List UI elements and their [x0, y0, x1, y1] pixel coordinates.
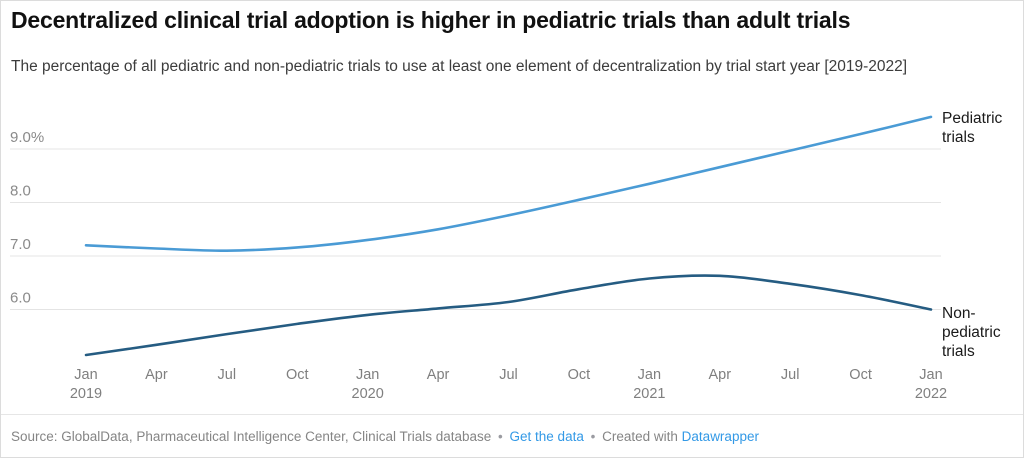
y-axis-tick-label: 6.0 — [10, 290, 31, 307]
chart-title: Decentralized clinical trial adoption is… — [11, 7, 851, 33]
x-axis-tick-label: Apr — [708, 367, 731, 383]
x-axis-year-label: 2019 — [70, 386, 102, 402]
x-axis-tick-label: Jan — [919, 367, 942, 383]
series-label-pediatric: Pediatric trials — [942, 110, 1003, 146]
chart-subtitle: The percentage of all pediatric and non-… — [11, 58, 908, 75]
x-axis-tick-label: Jul — [781, 367, 800, 383]
footer-separator: • — [590, 429, 596, 444]
footer-divider — [1, 414, 1023, 415]
x-axis-year-label: 2021 — [633, 386, 665, 402]
get-the-data-link[interactable]: Get the data — [509, 429, 584, 444]
series-line-non-pediatric-trials — [84, 274, 933, 357]
x-axis-tick-label: Apr — [145, 367, 168, 383]
y-axis-tick-label: 7.0 — [10, 236, 31, 253]
x-axis-tick-label: Jul — [218, 367, 237, 383]
x-axis-tick-label: Jan — [638, 367, 661, 383]
x-axis-year-label: 2020 — [352, 386, 384, 402]
x-axis-tick-label: Jan — [74, 367, 97, 383]
footer: Source: GlobalData, Pharmaceutical Intel… — [11, 429, 759, 444]
x-axis-tick-label: Oct — [849, 367, 872, 383]
created-with-text: Created with — [602, 429, 678, 444]
y-axis-tick-label: 9.0% — [10, 129, 44, 146]
x-axis-tick-label: Apr — [427, 367, 450, 383]
series-line-pediatric-trials — [84, 115, 933, 253]
x-axis-tick-label: Oct — [286, 367, 309, 383]
footer-separator: • — [498, 429, 503, 444]
x-axis-tick-label: Jul — [499, 367, 518, 383]
x-axis-tick-label: Jan — [356, 367, 379, 383]
datawrapper-link[interactable]: Datawrapper — [681, 429, 759, 444]
y-axis-tick-label: 8.0 — [10, 183, 31, 200]
source-text: Source: GlobalData, Pharmaceutical Intel… — [11, 429, 492, 444]
series-label-non-pediatric: Non-pediatric trials — [942, 305, 1001, 360]
x-axis-year-label: 2022 — [915, 386, 947, 402]
x-axis-tick-label: Oct — [568, 367, 591, 383]
